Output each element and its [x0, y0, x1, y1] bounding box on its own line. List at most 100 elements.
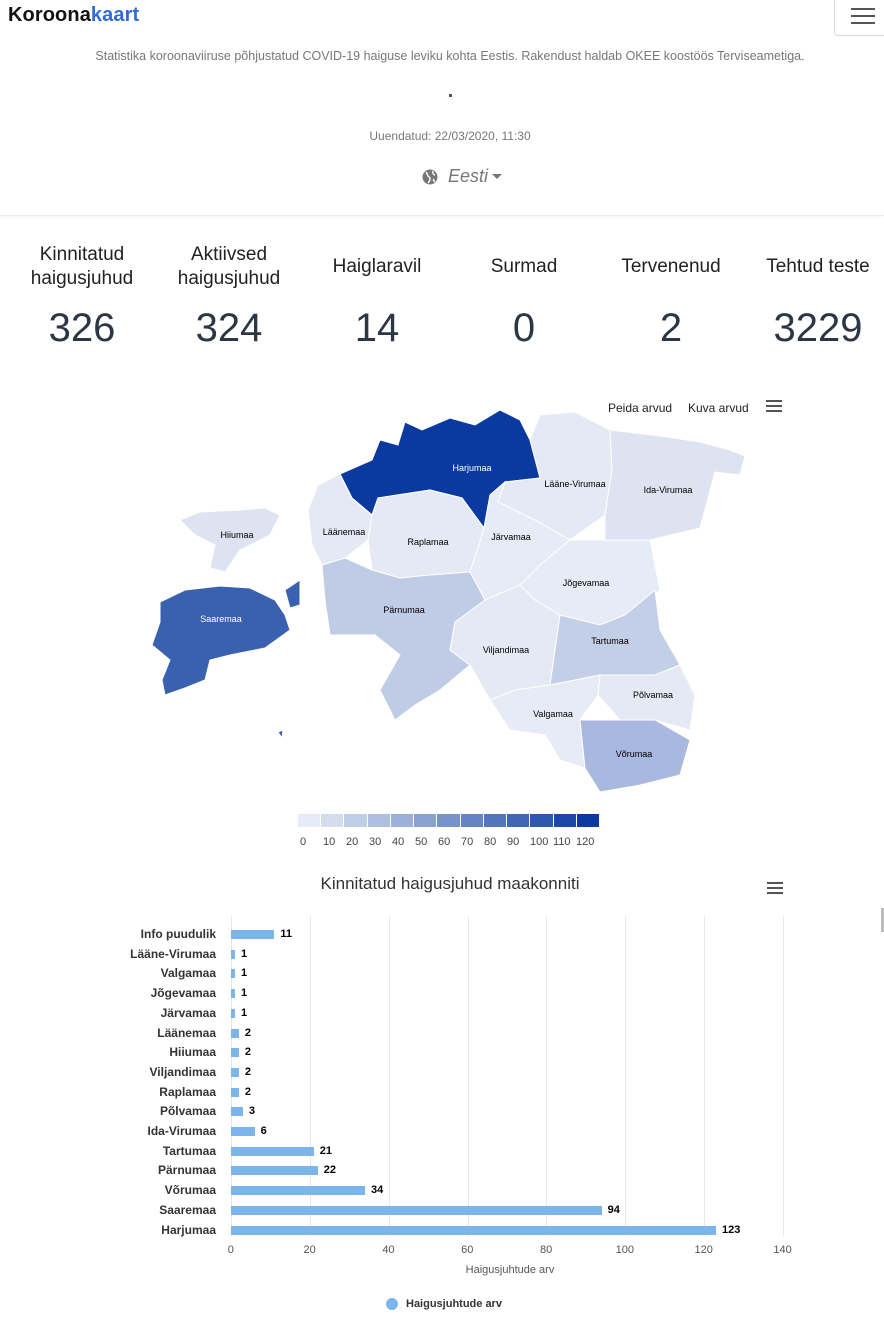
category-label: Info puudulik [140, 927, 216, 941]
legend-step [483, 814, 508, 827]
category-label: Valgamaa [160, 966, 216, 981]
bar-value-label: 1 [240, 987, 248, 1000]
x-tick-label: 120 [694, 1244, 713, 1256]
tagline: Statistika koroonaviiruse põhjustatud CO… [95, 49, 805, 63]
category-label: Lääne-Virumaa [130, 946, 216, 961]
stat-label: Surmad [490, 256, 558, 277]
menu-toggle-button[interactable] [834, 0, 884, 36]
bar-value-label: 6 [260, 1125, 267, 1137]
gridline [704, 916, 706, 1236]
stat-label: Tervenenud [621, 256, 721, 277]
map-menu-icon[interactable] [766, 400, 782, 412]
hide-values-button[interactable]: Peida arvud [608, 401, 673, 415]
choropleth-map: Peida arvud Kuva arvud Harjumaa Lääne-Vi… [0, 390, 884, 860]
stat-value: 326 [48, 306, 116, 350]
region-label-laanemaa: Läänemaa [323, 527, 366, 537]
legend-step [344, 814, 368, 827]
category-label: Võrumaa [164, 1183, 216, 1198]
stat-recovered: Tervenenud 2 [597, 242, 745, 351]
bar[interactable] [231, 989, 235, 999]
scrollbar[interactable] [881, 908, 884, 932]
bar-value-label: 2 [244, 1026, 251, 1039]
bar-value-label: 1 [240, 967, 248, 980]
category-label: Hiiumaa [169, 1045, 216, 1060]
gridline [309, 916, 311, 1236]
stat-value: 2 [659, 306, 683, 350]
bar-value-label: 22 [323, 1164, 336, 1177]
color-legend-bar [298, 814, 601, 827]
bar[interactable] [231, 1087, 239, 1097]
x-tick-label: 40 [382, 1244, 395, 1256]
county-bar-chart: Kinnitatud haigusjuhud maakonniti 0 20 40 6… [0, 868, 884, 1328]
bar[interactable] [231, 1008, 235, 1018]
bar-value-label: 2 [244, 1085, 251, 1098]
legend-tick-label: 40 [392, 836, 405, 848]
bar[interactable] [231, 1067, 239, 1077]
legend-tick-label: 70 [461, 836, 474, 848]
bar[interactable] [231, 1107, 243, 1117]
category-label: Ida-Virumaa [147, 1124, 216, 1138]
legend-step [390, 814, 415, 827]
bar-value-label: 11 [280, 928, 292, 940]
gridline [467, 916, 469, 1236]
x-tick-label: 20 [303, 1244, 316, 1256]
show-values-button[interactable]: Kuva arvud [688, 401, 749, 415]
bar[interactable] [231, 949, 235, 959]
region-hiiumaa[interactable] [179, 507, 281, 573]
region-laane-virumaa[interactable] [497, 411, 613, 541]
language-label[interactable]: Eesti [448, 166, 489, 186]
gridline [783, 916, 784, 1236]
chart-title: Kinnitatud haigusjuhud maakonniti [320, 874, 580, 893]
region-vorumaa[interactable] [579, 719, 691, 793]
legend-tick-label: 80 [484, 836, 497, 848]
region-laanemaa[interactable] [307, 473, 373, 566]
legend-step [460, 814, 484, 827]
bar[interactable] [231, 1127, 255, 1136]
stat-value: 0 [512, 306, 536, 350]
bar[interactable] [231, 1166, 318, 1176]
bar[interactable] [231, 1186, 366, 1196]
bar[interactable] [231, 1205, 602, 1215]
language-selector[interactable]: Eesti [422, 166, 503, 187]
bar-value-label: 123 [721, 1223, 741, 1236]
legend-step [530, 814, 554, 827]
region-saaremaa[interactable] [151, 579, 301, 696]
legend-step [437, 814, 461, 827]
chart-menu-icon[interactable] [767, 882, 783, 894]
legend-tick-label: 110 [553, 836, 571, 848]
logo-part1[interactable]: Koroona [8, 4, 91, 26]
legend-step [298, 814, 322, 827]
region-label-jarvamaa: Järvamaa [491, 532, 531, 542]
legend-marker [386, 1298, 398, 1310]
bar[interactable] [231, 930, 275, 939]
legend-tick-label: 50 [415, 836, 428, 848]
stat-label: Aktiivsed haigusjuhud [177, 244, 281, 289]
category-label: Järvamaa [160, 1005, 216, 1020]
hamburger-icon [851, 8, 875, 10]
category-label: Tartumaa [162, 1143, 216, 1158]
region-polvamaa[interactable] [597, 664, 696, 731]
legend-tick-label: 0 [300, 836, 307, 848]
x-tick-label: 60 [461, 1244, 474, 1256]
bar[interactable] [231, 1225, 716, 1235]
legend-item[interactable]: Haigusjuhtude arv [386, 1298, 502, 1310]
legend-step [553, 814, 577, 827]
stat-label: Kinnitatud haigusjuhud [30, 244, 134, 289]
bar[interactable] [231, 1028, 239, 1038]
region-label-tartumaa: Tartumaa [591, 636, 629, 646]
logo-part2[interactable]: kaart [90, 4, 140, 26]
stat-label: Tehtud teste [766, 256, 870, 277]
logo[interactable]: Koroonakaart [8, 4, 139, 27]
category-label: Saaremaa [159, 1202, 216, 1217]
region-ida-virumaa[interactable] [604, 429, 746, 541]
updated-timestamp: Uuendatud: 22/03/2020, 11:30 [369, 129, 531, 143]
separator-dot [449, 94, 452, 97]
region-label-laane-virumaa: Lääne-Virumaa [544, 479, 605, 489]
bar-value-label: 2 [244, 1065, 251, 1078]
bar[interactable] [231, 1048, 239, 1058]
bar[interactable] [231, 969, 235, 979]
legend-label[interactable]: Haigusjuhtude arv [406, 1298, 502, 1310]
bar-value-label: 1 [240, 1006, 248, 1019]
bar[interactable] [231, 1146, 314, 1156]
x-tick-label: 80 [540, 1244, 553, 1256]
